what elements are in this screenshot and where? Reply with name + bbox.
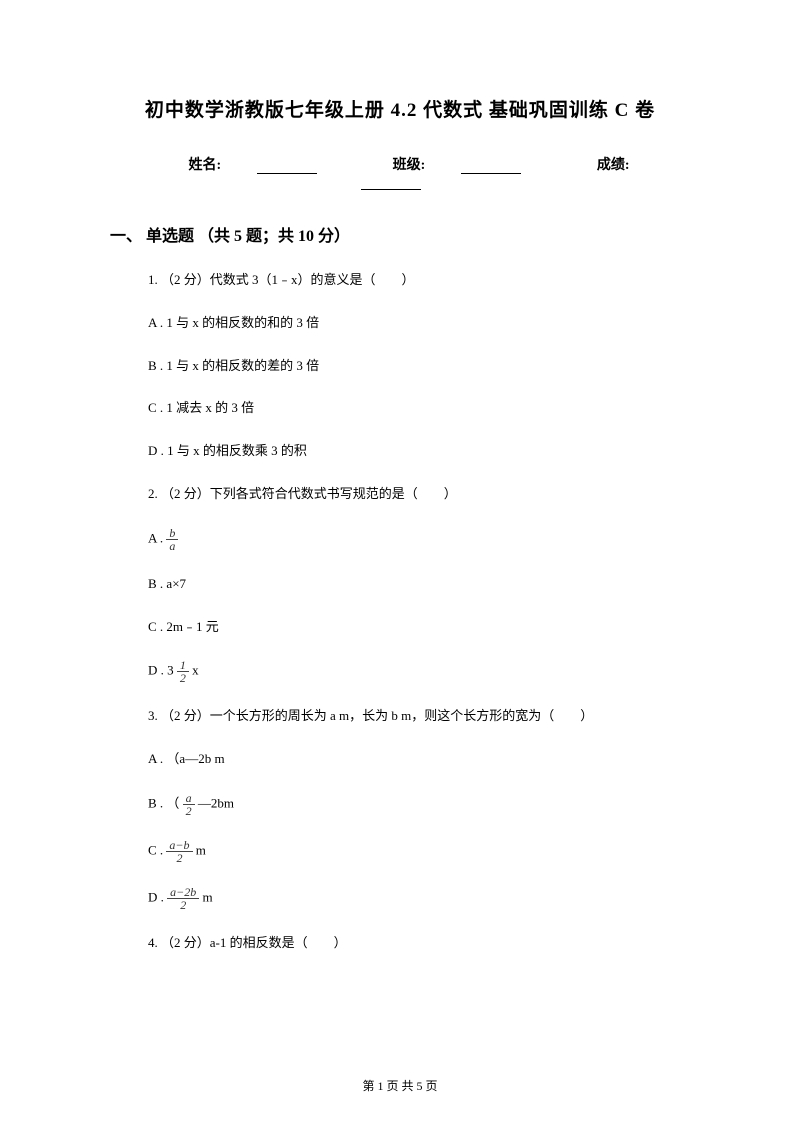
q1-option-b: B . 1 与 x 的相反数的差的 3 倍 <box>148 356 690 377</box>
name-field: 姓名: <box>170 158 335 173</box>
info-row: 姓名: 班级: 成绩: <box>110 154 690 190</box>
q3-option-a: A . （a—2b m <box>148 749 690 770</box>
q2-option-b: B . a×7 <box>148 574 690 595</box>
fraction-icon: 1 2 <box>177 659 189 684</box>
question-1: 1. （2 分）代数式 3（1﹣x）的意义是（ ） <box>148 270 690 291</box>
section-header: 一、 单选题 （共 5 题；共 10 分） <box>110 222 690 246</box>
class-field: 班级: <box>375 158 540 173</box>
q2-option-d: D . 3 1 2 x <box>148 659 690 684</box>
question-3: 3. （2 分）一个长方形的周长为 a m，长为 b m，则这个长方形的宽为（ … <box>148 706 690 727</box>
fraction-icon: b a <box>166 527 178 552</box>
q3-option-c: C . a−b 2 m <box>148 839 690 864</box>
fraction-icon: a−b 2 <box>166 839 192 864</box>
q2-option-c: C . 2m﹣1 元 <box>148 617 690 638</box>
question-4: 4. （2 分）a-1 的相反数是（ ） <box>148 933 690 954</box>
q1-option-d: D . 1 与 x 的相反数乘 3 的积 <box>148 441 690 462</box>
q3-option-d: D . a−2b 2 m <box>148 886 690 911</box>
page-title: 初中数学浙教版七年级上册 4.2 代数式 基础巩固训练 C 卷 <box>110 95 690 122</box>
q3-option-b: B . （ a 2 —2bm <box>148 792 690 817</box>
question-2: 2. （2 分）下列各式符合代数式书写规范的是（ ） <box>148 484 690 505</box>
q2-option-a: A . b a <box>148 527 690 552</box>
q1-option-a: A . 1 与 x 的相反数的和的 3 倍 <box>148 313 690 334</box>
fraction-icon: a−2b 2 <box>167 886 199 911</box>
q1-option-c: C . 1 减去 x 的 3 倍 <box>148 398 690 419</box>
fraction-icon: a 2 <box>183 792 195 817</box>
page-footer: 第 1 页 共 5 页 <box>0 1077 800 1094</box>
